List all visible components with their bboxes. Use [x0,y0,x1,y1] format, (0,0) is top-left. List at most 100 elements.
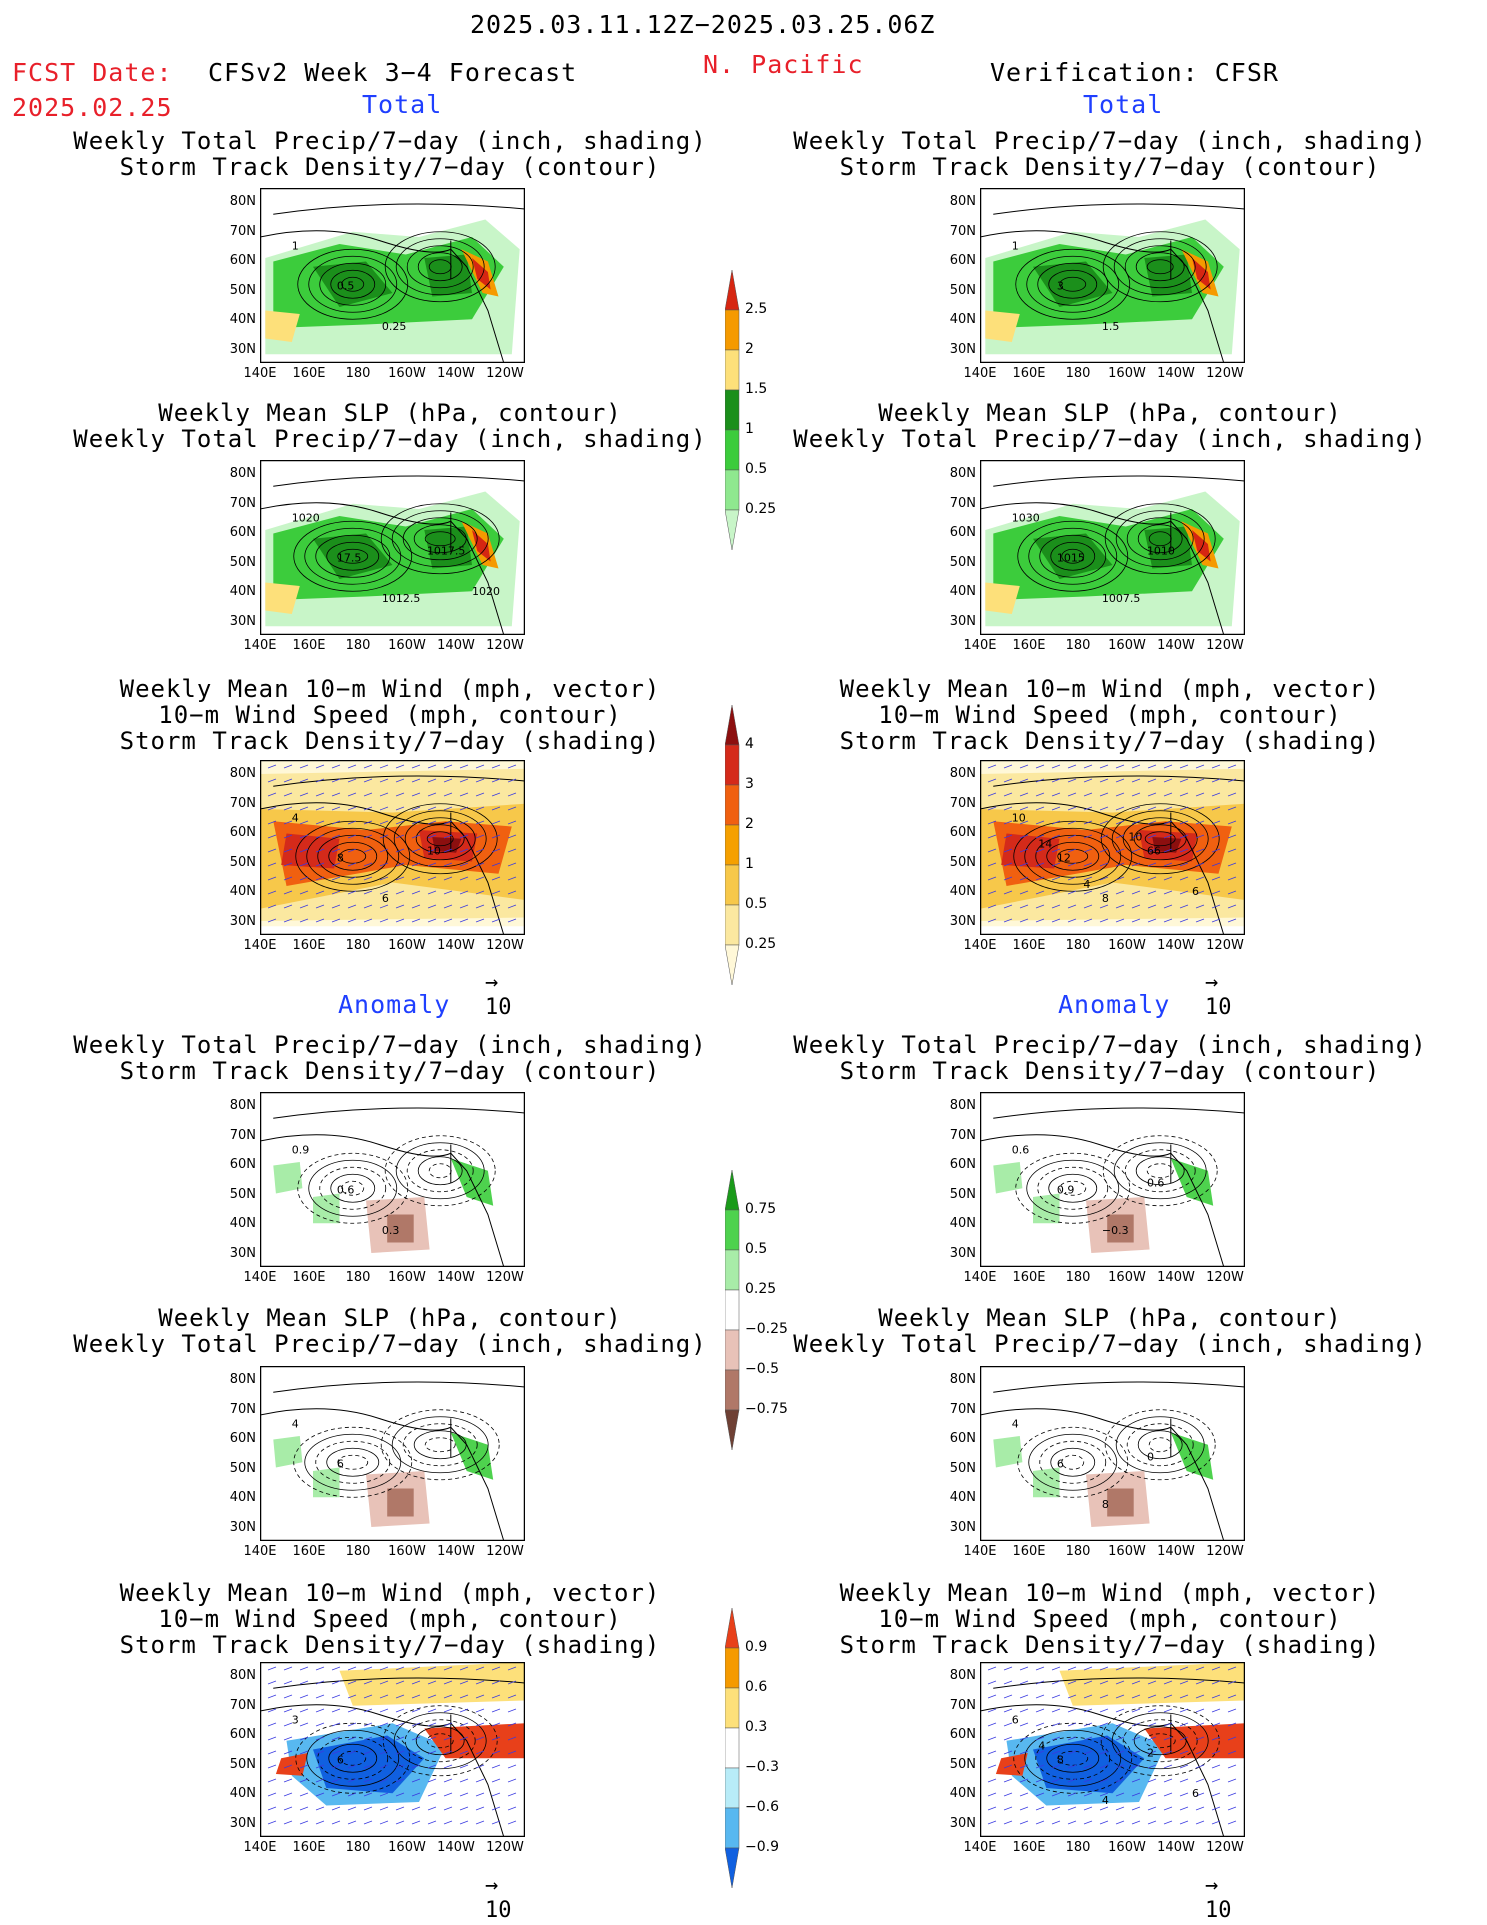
wind-vector [475,1666,485,1671]
lat-tick-label: 70N [229,1401,256,1417]
wind-vector [1067,1806,1077,1811]
wind-vector [1195,1750,1205,1755]
lat-tick-label: 80N [229,1668,256,1683]
wind-vector [1179,1778,1189,1783]
wind-vector [299,834,309,839]
wind-vector [1003,792,1013,797]
contour-line [1126,1423,1194,1467]
lat-tick-label: 80N [229,1372,256,1387]
wind-vector [1115,1708,1125,1713]
wind-vector [443,1694,453,1699]
wind-vector [1083,1750,1093,1755]
wind-vector [379,1764,389,1769]
wind-vector [315,862,325,867]
contour-line [1050,1447,1096,1477]
wind-vector [1195,792,1205,797]
contour-label: 1 [292,239,299,252]
contour-line [1026,255,1120,313]
wind-vector [507,778,517,783]
wind-vector [267,862,277,867]
wind-vector [299,876,309,881]
contour-label: 12 [1057,852,1071,865]
wind-vector [1195,1792,1205,1797]
lon-tick-label: 160W [1108,938,1146,953]
wind-vector [1195,848,1205,853]
contour-line [319,1166,387,1210]
wind-vector [1211,918,1221,923]
wind-vector [395,1680,405,1685]
wind-vector [1003,904,1013,909]
colorbar-label: −0.6 [745,1799,779,1815]
wind-vector [363,1736,373,1741]
verification-label: Verification: CFSR [990,58,1279,87]
wind-vector [1099,834,1109,839]
wind-vector [363,792,373,797]
contour-line [1015,1152,1131,1224]
wind-vector [267,806,277,811]
wind-vector [1163,1750,1173,1755]
shading-region [313,1467,340,1498]
wind-vector [987,1694,997,1699]
contour-line [339,848,367,864]
wind-vector [379,1708,389,1713]
wind-vector [987,1750,997,1755]
colorbar-label: −0.3 [745,1759,779,1775]
contour-line [293,1426,413,1498]
wind-vector [1051,1708,1061,1713]
wind-vector [1179,1708,1189,1713]
lon-tick-label: 160E [1012,1270,1046,1285]
colorbar-swatch [725,429,740,471]
colorbar-swatch [725,1767,740,1809]
wind-vector [475,848,485,853]
colorbar-label: −0.9 [745,1839,779,1855]
title-p1: Weekly Total Precip/7−day (inch, shading… [73,127,707,181]
contour-label: 6 [337,1754,344,1767]
wind-vector [1019,1792,1029,1797]
lat-tick-label: 60N [229,825,256,840]
wind-vector [283,1666,293,1671]
wind-vector [1195,1680,1205,1685]
colorbar-swatch [725,1170,740,1211]
wind-vector [427,1736,437,1741]
wind-vector [1083,1806,1093,1811]
colorbar-swatch [725,824,740,866]
wind-vector [987,848,997,853]
lat-tick-label: 40N [229,312,256,327]
wind-vector [1147,876,1157,881]
wind-vector [1211,1680,1221,1685]
contour-line [1059,276,1087,292]
lat-tick-label: 50N [229,554,256,570]
wind-vector [475,778,485,783]
map-panel-q2: 1030 1015 1007.5 1010 [980,460,1245,635]
contour-line [1135,252,1185,282]
lat-tick-label: 70N [949,1697,976,1713]
contour-line [417,252,463,282]
wind-vector [411,1820,421,1825]
colorbar-label: 0.25 [745,501,777,517]
contour-label: 1007.5 [1102,592,1141,605]
wind-vector [395,1736,405,1741]
wind-vector [1163,890,1173,895]
colorbar-label: 0.9 [745,1639,768,1655]
contour-line [395,238,485,296]
wind-vector [379,862,389,867]
contour-line [1057,1750,1089,1766]
lon-tick-label: 140E [963,638,997,653]
wind-vector [411,834,421,839]
wind-vector [987,778,997,783]
wind-vector [1067,792,1077,797]
lat-tick-label: 50N [949,282,976,298]
wind-vector [1195,1736,1205,1741]
contour-label: 8 [1057,1754,1064,1767]
wind-vector [1179,1820,1189,1825]
wind-vector [379,792,389,797]
contour-label: 1020 [292,511,320,524]
wind-vector [491,1820,501,1825]
wind-vector [331,918,341,923]
wind-vector [1035,834,1045,839]
lon-tick-label: 120W [486,1544,524,1559]
wind-vector [395,890,405,895]
wind-vector [299,806,309,811]
wind-vector [363,806,373,811]
contour-label: 10 [1128,831,1142,844]
